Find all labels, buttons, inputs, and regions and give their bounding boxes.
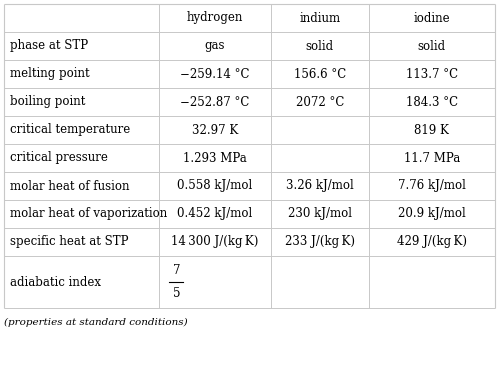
Text: (properties at standard conditions): (properties at standard conditions) (4, 317, 188, 327)
Text: 3.26 kJ/mol: 3.26 kJ/mol (286, 180, 354, 192)
Text: 14 300 J/(kg K): 14 300 J/(kg K) (171, 236, 258, 249)
Text: boiling point: boiling point (10, 96, 85, 108)
Text: 0.558 kJ/mol: 0.558 kJ/mol (177, 180, 252, 192)
Text: phase at STP: phase at STP (10, 39, 88, 53)
Text: specific heat at STP: specific heat at STP (10, 236, 129, 249)
Text: 113.7 °C: 113.7 °C (406, 68, 458, 81)
Text: 5: 5 (173, 287, 180, 300)
Text: 156.6 °C: 156.6 °C (293, 68, 346, 81)
Text: molar heat of vaporization: molar heat of vaporization (10, 207, 167, 220)
Text: 2072 °C: 2072 °C (295, 96, 344, 108)
Text: 7: 7 (173, 264, 180, 277)
Text: adiabatic index: adiabatic index (10, 276, 101, 288)
Text: melting point: melting point (10, 68, 90, 81)
Text: iodine: iodine (414, 12, 450, 24)
Text: 819 K: 819 K (415, 123, 449, 136)
Text: 429 J/(kg K): 429 J/(kg K) (397, 236, 467, 249)
Text: solid: solid (418, 39, 446, 53)
Text: 184.3 °C: 184.3 °C (406, 96, 458, 108)
Text: 32.97 K: 32.97 K (192, 123, 238, 136)
Text: molar heat of fusion: molar heat of fusion (10, 180, 130, 192)
Text: 20.9 kJ/mol: 20.9 kJ/mol (398, 207, 466, 220)
Text: critical pressure: critical pressure (10, 152, 108, 165)
Text: −259.14 °C: −259.14 °C (180, 68, 250, 81)
Text: hydrogen: hydrogen (187, 12, 243, 24)
Text: 230 kJ/mol: 230 kJ/mol (288, 207, 352, 220)
Text: −252.87 °C: −252.87 °C (180, 96, 250, 108)
Text: gas: gas (205, 39, 225, 53)
Text: 0.452 kJ/mol: 0.452 kJ/mol (177, 207, 252, 220)
Text: 1.293 MPa: 1.293 MPa (183, 152, 247, 165)
Text: 11.7 MPa: 11.7 MPa (404, 152, 460, 165)
Text: 233 J/(kg K): 233 J/(kg K) (285, 236, 355, 249)
Text: indium: indium (299, 12, 340, 24)
Text: solid: solid (306, 39, 334, 53)
Text: 7.76 kJ/mol: 7.76 kJ/mol (398, 180, 466, 192)
Text: critical temperature: critical temperature (10, 123, 130, 136)
